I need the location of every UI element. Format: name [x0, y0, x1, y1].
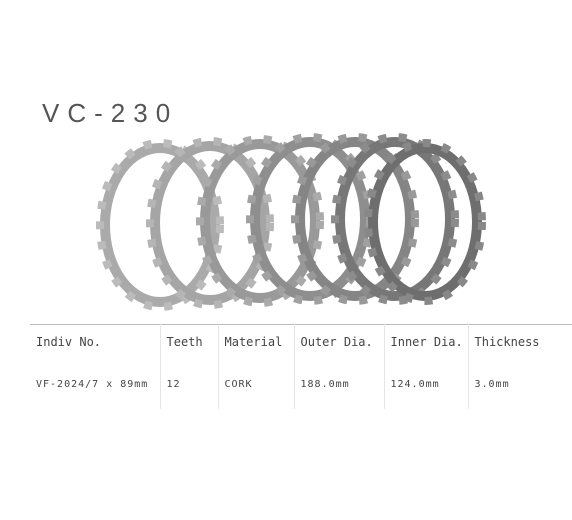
column-header: Indiv No.: [36, 335, 102, 349]
table-row: VF-2024/7 x 89mm 12 CORK 188.0mm 124.0mm 3.0m…: [30, 359, 572, 409]
plate: [295, 137, 415, 301]
plate-teeth: [196, 135, 324, 307]
plate-teeth: [331, 133, 459, 305]
plate-teeth: [364, 139, 486, 305]
header-row: Indiv No. Teeth Material Outer Dia. Inner Di…: [30, 324, 572, 359]
plate-teeth: [291, 133, 419, 305]
clutch-plates-image: [96, 133, 486, 311]
table-cell: CORK: [217, 359, 294, 409]
column-header: Teeth: [159, 324, 218, 359]
plate: [368, 143, 482, 301]
plate: [200, 139, 320, 303]
plate: [150, 141, 270, 305]
plate: [250, 137, 370, 301]
column-header: Material: [217, 324, 294, 359]
table-cell: 3.0mm: [467, 359, 572, 409]
table-cell: 12: [159, 359, 218, 409]
table-cell: 124.0mm: [383, 359, 468, 409]
column-header: Thickness: [467, 324, 572, 359]
plate: [100, 143, 220, 307]
plate-teeth: [96, 139, 224, 311]
product-title: VC-230: [42, 98, 179, 128]
plate: [335, 137, 455, 301]
table-body: VF-2024/7 x 89mm 12 CORK 188.0mm 124.0mm 3.0m…: [30, 359, 572, 409]
spec-table: Indiv No. Teeth Material Outer Dia. Inner Di…: [30, 324, 572, 409]
column-header: Inner Dia.: [383, 324, 468, 359]
column-header: Outer Dia.: [293, 324, 384, 359]
table-cell: 188.0mm: [293, 359, 384, 409]
plates: [96, 133, 486, 311]
table-cell: VF-2024/7 x 89mm: [36, 378, 149, 390]
plate-teeth: [146, 137, 274, 309]
